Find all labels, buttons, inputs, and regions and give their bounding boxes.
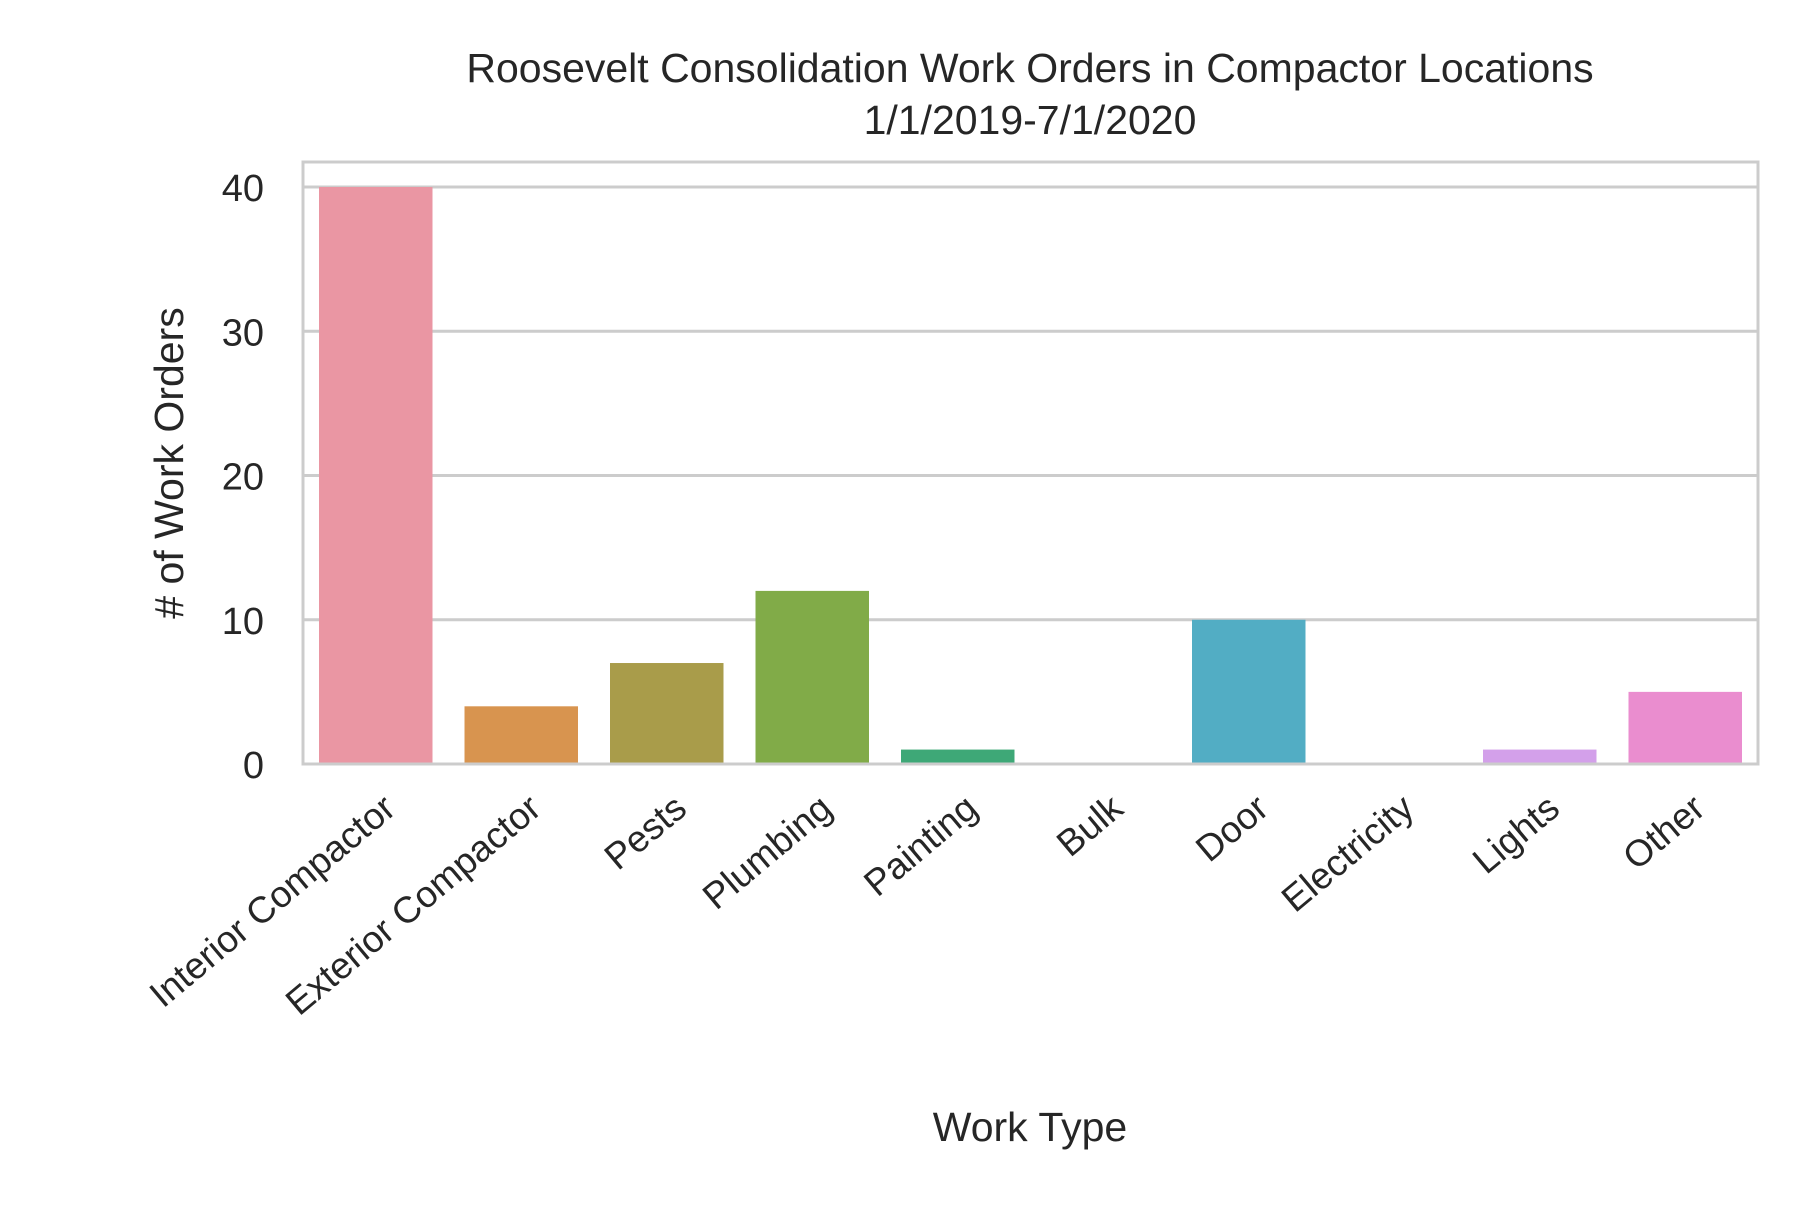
x-tick-label: Lights [1465, 787, 1567, 882]
y-tick-layer: 0 10 20 30 40 [222, 168, 264, 787]
y-tick-label: 20 [222, 457, 264, 499]
bar-door [1192, 619, 1306, 764]
x-tick-label: Plumbing [695, 787, 840, 918]
y-tick-label: 30 [222, 312, 264, 354]
x-tick-label: Other [1615, 787, 1712, 878]
x-tick-label: Bulk [1049, 786, 1131, 864]
x-tick-label: Electricity [1274, 786, 1422, 919]
grid-layer [303, 185, 1758, 766]
x-tick-label: Door [1188, 787, 1276, 870]
chart-title-line1: Roosevelt Consolidation Work Orders in C… [466, 45, 1593, 91]
x-axis-label: Work Type [933, 1104, 1127, 1150]
chart-title-line2: 1/1/2019-7/1/2020 [864, 97, 1197, 143]
y-tick-label: 0 [243, 745, 264, 787]
y-tick-label: 10 [222, 601, 264, 643]
bar-painting [901, 749, 1015, 764]
bar-other [1628, 691, 1742, 764]
y-tick-label: 40 [222, 168, 264, 210]
bar-plumbing [755, 590, 869, 764]
bar-interior-compactor [319, 187, 433, 764]
x-tick-label: Pests [597, 787, 694, 878]
bar-lights [1483, 749, 1597, 764]
plot-frame [301, 160, 1760, 766]
bar-exterior-compactor [464, 706, 578, 764]
bar-pests [610, 663, 724, 764]
x-tick-label: Exterior Compactor [278, 787, 549, 1023]
x-tick-label: Painting [856, 787, 985, 904]
y-axis-label: # of Work Orders [146, 307, 192, 618]
x-tick-label: Interior Compactor [142, 787, 403, 1015]
bar-layer [319, 187, 1742, 764]
